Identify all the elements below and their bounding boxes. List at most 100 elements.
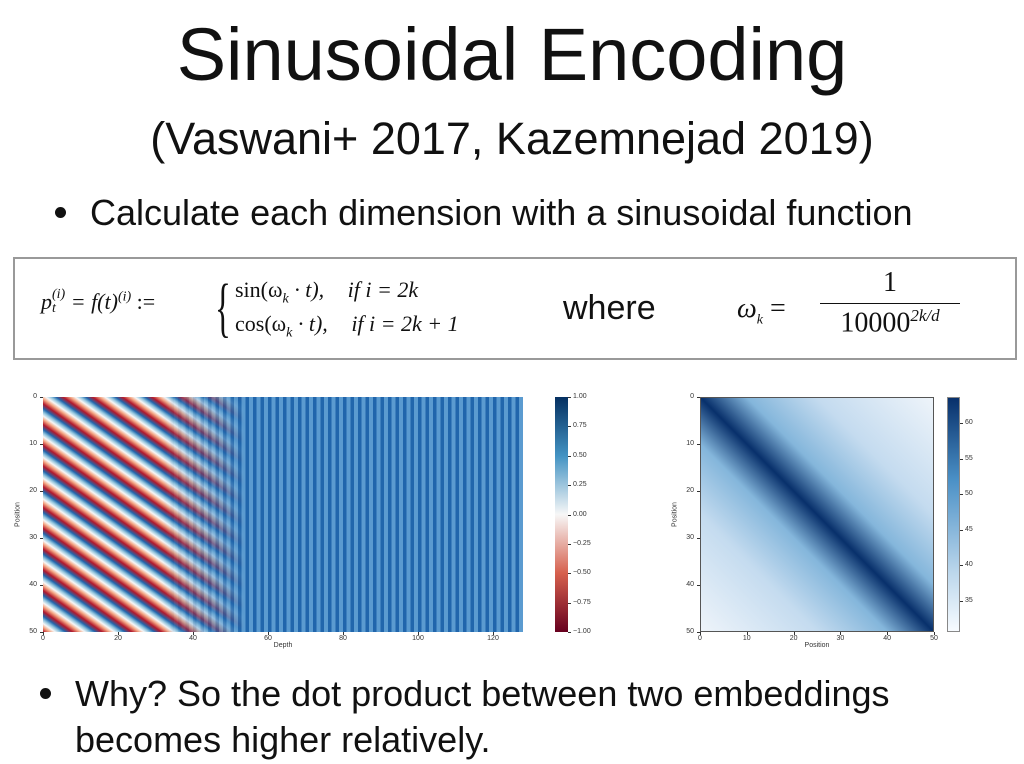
x-tick-mark [193,632,194,635]
x-tick-mark [343,632,344,635]
x-tick-mark [268,632,269,635]
colorbar-tick-label: 0.50 [573,451,587,459]
y-tick-mark [697,585,700,586]
formula-box: p (i) t = f(t)(i) := { sin(ωk · t), if i =… [13,257,1017,360]
colorbar-tick-label: 55 [965,454,973,462]
y-tick-mark [697,397,700,398]
colorbar-tick-mark [568,514,571,516]
colorbar-tick-label: 0.00 [573,510,587,518]
colorbar-tick-label: 1.00 [573,393,587,400]
colorbar-tick-label: −0.50 [573,569,591,577]
colorbar [947,397,960,632]
x-tick-label: 40 [189,635,197,642]
x-tick-mark [43,632,44,635]
colorbar-tick-mark [960,600,963,602]
y-tick-mark [40,397,43,398]
f: k [282,291,289,307]
x-tick-label: 0 [698,635,702,642]
y-tick-label: 10 [29,440,37,447]
colorbar-tick-label: 35 [965,596,973,604]
colorbar-tick-mark [960,494,963,495]
f: := [136,289,156,314]
y-tick-label: 30 [686,534,694,541]
f: k [756,312,763,328]
f: if i = 2k + 1 [351,311,459,336]
colorbar-tick-mark [568,602,571,604]
y-tick-label: 0 [690,393,694,400]
x-tick-label: 120 [487,635,499,642]
y-tick-label: 20 [29,487,37,494]
colorbar-tick-label: −0.75 [573,598,591,606]
colorbar-tick-mark [568,544,571,545]
colorbar-tick-label: 0.75 [573,422,587,430]
omega: ωk = [737,293,786,329]
y-tick-mark [40,632,43,633]
y-tick-label: 40 [29,581,37,588]
y-axis-label: Position [671,501,679,527]
colorbar-tick-label: 0.25 [573,481,587,489]
y-tick-mark [697,632,700,633]
x-tick-label: 40 [883,635,892,642]
y-tick-label: 40 [686,581,694,588]
f: if i = 2k [347,277,419,302]
colorbar [555,397,568,632]
y-tick-mark [40,491,43,492]
f: · t), [294,277,325,302]
colorbar-tick-mark [568,426,571,428]
bullet-dot [40,688,51,699]
x-tick-mark [793,632,795,635]
colorbar-tick-label: 50 [965,490,973,497]
f: sin(ω [235,277,283,302]
colorbar-tick-mark [568,573,571,575]
colorbar-tick-mark [960,458,963,460]
x-tick-mark [118,632,119,635]
y-tick-mark [40,444,43,445]
x-tick-mark [418,632,419,635]
y-tick-mark [697,444,700,445]
bullet-text: Calculate each dimension with a sinusoid… [90,192,913,233]
f: p [41,289,52,314]
x-tick-label: 50 [930,635,938,642]
colorbar-tick-mark [960,529,963,531]
y-tick-mark [40,585,43,586]
x-axis-label: Position [804,642,830,649]
denominator: 100002k/d [820,303,960,339]
y-tick-mark [697,538,700,539]
y-tick-label: 30 [29,534,37,541]
colorbar-tick-mark [568,397,571,398]
f: (i) [52,286,66,302]
x-tick-mark [887,632,889,635]
x-tick-label: 80 [339,635,347,642]
heatmap [43,397,523,632]
fraction: 1 100002k/d [820,267,960,339]
colorbar-tick-label: −0.25 [573,540,591,547]
y-tick-mark [697,491,700,492]
f: ω [737,293,757,324]
bullet-text: Why? So the dot product between two embe… [75,673,890,760]
x-tick-mark [493,632,494,635]
x-tick-mark [746,632,748,635]
colorbar-tick-label: 45 [965,525,973,533]
subtitle: (Vaswani+ 2017, Kazemnejad 2019) [150,113,874,164]
y-tick-mark [40,538,43,539]
x-tick-label: 20 [789,635,798,642]
f: = [770,293,786,324]
f: k [286,325,293,341]
colorbar-tick-label: −1.00 [573,628,591,636]
x-tick-mark [840,632,842,635]
y-axis-label: Position [14,501,22,527]
x-axis-label: Depth [273,642,293,649]
x-tick-label: 0 [41,635,45,642]
f: cos(ω [235,311,287,336]
x-tick-mark [700,632,701,635]
x-tick-label: 30 [836,635,845,642]
heatmap-mixed [43,397,523,632]
colorbar-tick-mark [960,565,963,566]
where: where [563,289,656,327]
colorbar-tick-label: 60 [965,419,973,426]
x-tick-label: 20 [114,635,122,642]
f: t [52,300,56,316]
colorbar-tick-mark [568,455,571,457]
y-tick-label: 50 [686,628,694,635]
numerator: 1 [883,267,897,298]
